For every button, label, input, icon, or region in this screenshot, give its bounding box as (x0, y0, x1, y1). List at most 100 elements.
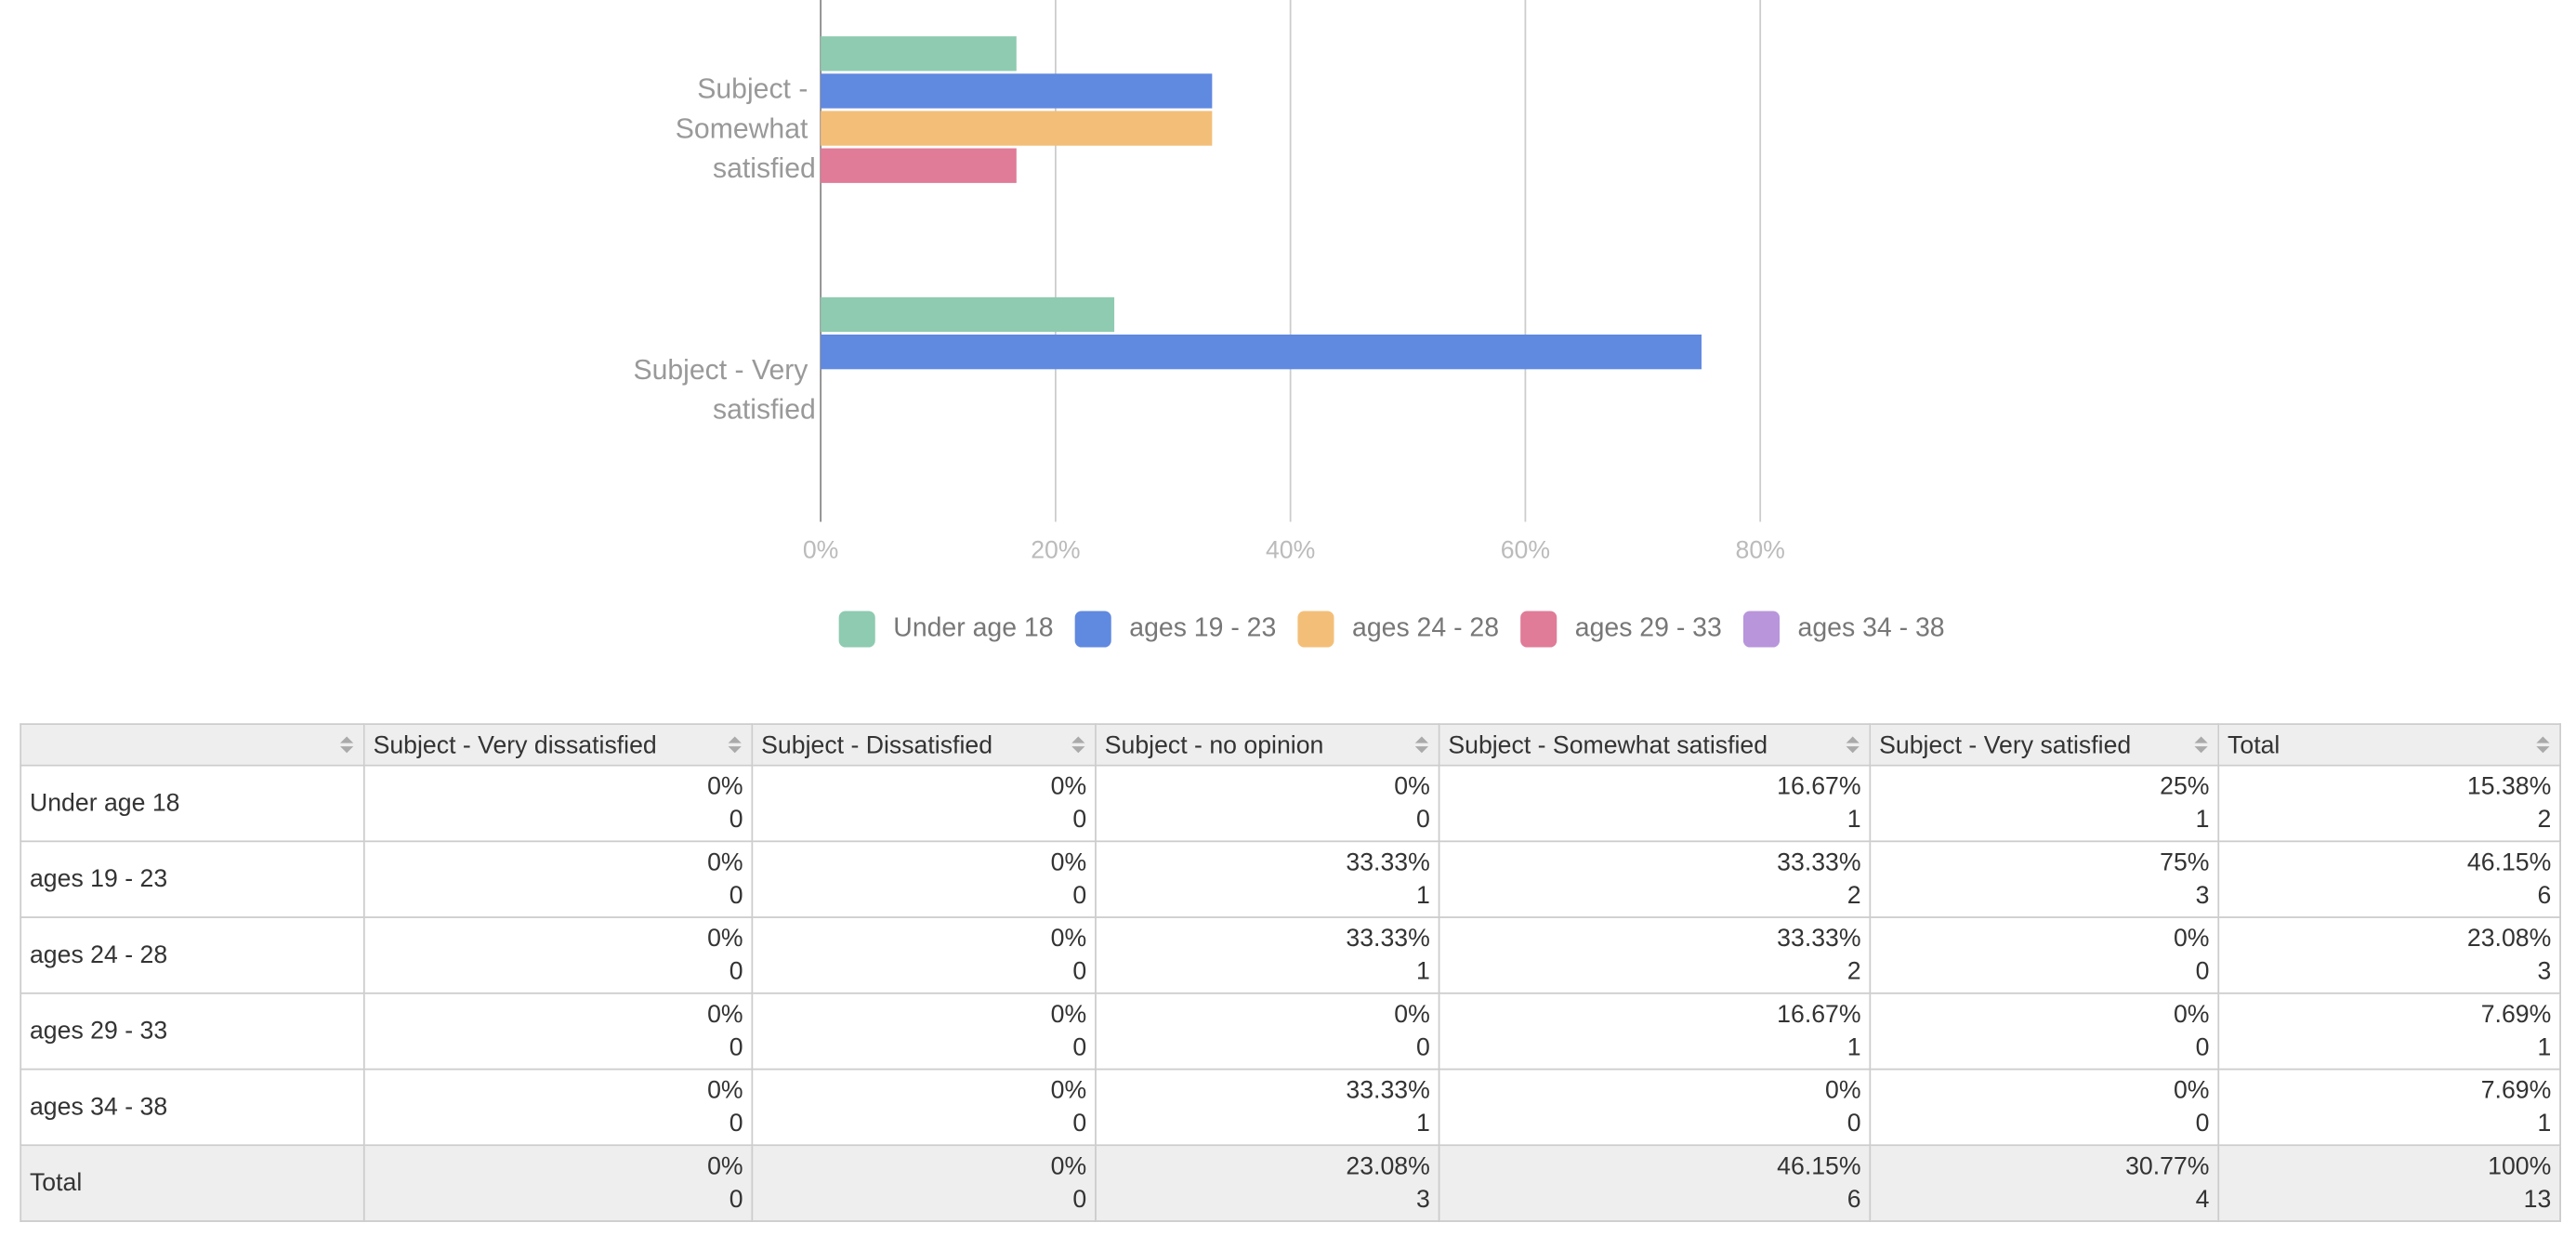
sort-icon[interactable] (1070, 735, 1086, 755)
count: 1 (1415, 880, 1430, 910)
value-cell: 30.77% 4 (1869, 1144, 2220, 1222)
percent: 23.08% (1346, 1151, 1430, 1180)
legend-swatch (1520, 611, 1557, 648)
x-tick-label: 80% (1736, 536, 1785, 564)
value-cell: 46.15% 6 (1438, 1144, 1872, 1222)
value-cell: 0% 0 (1869, 1068, 2220, 1147)
count: 0 (1072, 805, 1087, 834)
percent: 30.77% (2125, 1151, 2210, 1180)
count: 0 (1072, 956, 1087, 985)
percent: 33.33% (1346, 924, 1430, 953)
value-cell: 0% 0 (751, 916, 1097, 994)
row-label: ages 19 - 23 (20, 840, 365, 918)
value-cell: 0% 0 (362, 1144, 754, 1222)
value-cell: 0% 0 (1869, 916, 2220, 994)
sort-icon[interactable] (1845, 735, 1861, 755)
percent: 33.33% (1346, 1075, 1430, 1104)
value-cell: 0% 0 (362, 916, 754, 994)
header-cell[interactable]: Total (2217, 723, 2561, 767)
sort-icon[interactable] (2535, 735, 2552, 755)
row-label: ages 24 - 28 (20, 916, 365, 994)
bar (821, 334, 1702, 370)
value-cell: 0% 0 (751, 992, 1097, 1071)
count: 0 (2195, 1109, 2210, 1137)
percent: 0% (707, 771, 743, 800)
value-cell: 33.33% 2 (1438, 916, 1872, 994)
percent: 0% (1050, 771, 1087, 800)
legend-label: Under age 18 (893, 613, 1053, 643)
header-text: Subject - Somewhat satisfied (1448, 730, 1768, 759)
legend-label: ages 34 - 38 (1798, 613, 1945, 643)
row-label: ages 29 - 33 (20, 992, 365, 1071)
value-cell: 33.33% 1 (1095, 1068, 1440, 1147)
percent: 0% (707, 999, 743, 1029)
count: 0 (1072, 1032, 1087, 1061)
category-label: Subject - Somewhat satisfied (676, 74, 816, 184)
table-row: ages 29 - 33 0% 0 0% 0 0% 0 16.67% 1 0% 0 7.69% 1 (20, 992, 2561, 1071)
table-row: ages 34 - 38 0% 0 0% 0 33.33% 1 0% 0 0% 0 7.69% 1 (20, 1068, 2561, 1147)
value-cell: 0% 0 (1095, 764, 1440, 843)
count: 6 (1847, 1184, 1861, 1214)
count: 0 (729, 1109, 743, 1137)
count: 2 (2537, 805, 2552, 834)
value-cell: 0% 0 (1438, 1068, 1872, 1147)
sort-icon[interactable] (2193, 735, 2210, 755)
count: 1 (2537, 1109, 2552, 1137)
percent: 33.33% (1346, 848, 1430, 876)
value-cell: 33.33% 2 (1438, 840, 1872, 918)
count: 0 (1072, 1184, 1087, 1214)
count: 1 (2537, 1032, 2552, 1061)
table-row: ages 24 - 28 0% 0 0% 0 33.33% 1 33.33% 2 0% 0 23.08… (20, 916, 2561, 994)
header-text: Subject - Dissatisfied (761, 730, 993, 759)
header-cell[interactable]: Subject - Very dissatisfied (362, 723, 754, 767)
sort-icon[interactable] (1413, 735, 1430, 755)
percent: 0% (1394, 771, 1430, 800)
percent: 16.67% (1777, 999, 1861, 1029)
value-cell: 7.69% 1 (2217, 1068, 2561, 1147)
value-cell: 16.67% 1 (1438, 764, 1872, 843)
percent: 75% (2160, 848, 2210, 876)
count: 0 (2195, 956, 2210, 985)
table-body: Under age 18 0% 0 0% 0 0% 0 16.67% 1 25% 1 15.38% 2 a… (20, 764, 2561, 1222)
value-cell: 75% 3 (1869, 840, 2220, 918)
percent: 0% (1050, 1075, 1087, 1104)
percent: 15.38% (2466, 771, 2552, 800)
x-tick-label: 20% (1031, 536, 1080, 564)
bar (821, 111, 1213, 146)
count: 0 (1415, 805, 1430, 834)
value-cell: 0% 0 (362, 840, 754, 918)
legend-swatch (1297, 611, 1334, 648)
header-cell[interactable]: Subject - Dissatisfied (751, 723, 1097, 767)
count: 0 (729, 1184, 743, 1214)
count: 3 (2195, 880, 2210, 910)
header-text: Subject - Very dissatisfied (373, 730, 657, 759)
header-cell[interactable]: Subject - Very satisfied (1869, 723, 2220, 767)
count: 1 (1847, 1032, 1861, 1061)
bar (821, 148, 1017, 183)
x-tick-label: 0% (803, 536, 839, 564)
count: 0 (729, 956, 743, 985)
x-tick-label: 60% (1501, 536, 1550, 564)
sort-icon[interactable] (727, 735, 743, 755)
value-cell: 25% 1 (1869, 764, 2220, 843)
header-cell[interactable]: Subject - no opinion (1095, 723, 1440, 767)
header-cell[interactable]: Subject - Somewhat satisfied (1438, 723, 1872, 767)
value-cell: 0% 0 (751, 1144, 1097, 1222)
percent: 33.33% (1777, 848, 1861, 876)
percent: 0% (1050, 848, 1087, 876)
value-cell: 23.08% 3 (2217, 916, 2561, 994)
percent: 23.08% (2466, 924, 2552, 953)
x-tick-label: 40% (1266, 536, 1315, 564)
percent: 7.69% (2480, 1075, 2552, 1104)
percent: 7.69% (2480, 999, 2552, 1029)
header-cell[interactable] (20, 723, 365, 767)
value-cell: 15.38% 2 (2217, 764, 2561, 843)
category-label: Subject - Very satisfied (633, 355, 815, 426)
sort-icon[interactable] (338, 735, 355, 755)
percent: 25% (2160, 771, 2210, 800)
count: 1 (1415, 956, 1430, 985)
percent: 0% (2173, 924, 2210, 953)
legend-swatch (838, 611, 875, 648)
bar (821, 296, 1115, 333)
percent: 46.15% (2466, 848, 2552, 876)
